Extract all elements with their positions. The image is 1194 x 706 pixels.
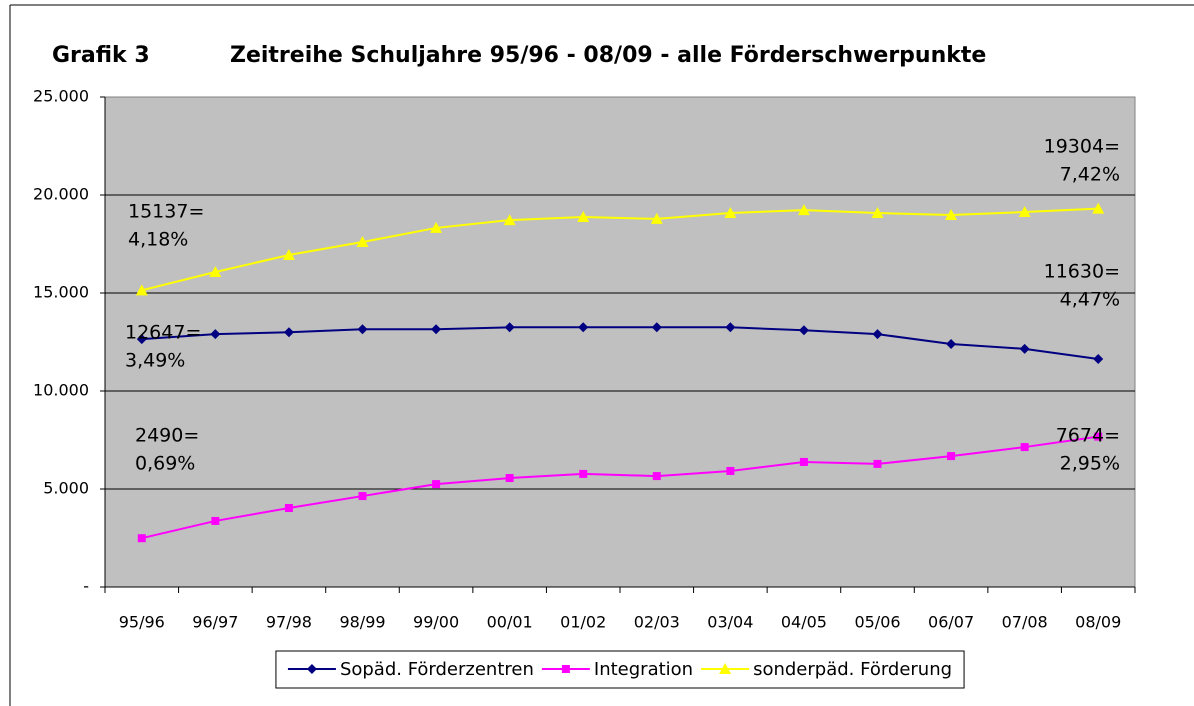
- x-tick-label: 07/08: [1002, 613, 1048, 632]
- annotation: 0,69%: [135, 453, 195, 475]
- chart-title: Zeitreihe Schuljahre 95/96 - 08/09 - all…: [230, 43, 986, 68]
- marker: [561, 665, 570, 673]
- marker: [799, 457, 808, 466]
- x-tick-label: 97/98: [266, 613, 312, 632]
- annotation: 7,42%: [1060, 164, 1120, 186]
- x-tick-label: 01/02: [560, 613, 606, 632]
- marker: [650, 212, 663, 224]
- marker: [873, 459, 882, 468]
- marker: [211, 516, 220, 525]
- marker: [719, 663, 732, 674]
- x-tick-label: 96/97: [192, 613, 238, 632]
- x-tick-label: 08/09: [1075, 613, 1121, 632]
- marker: [579, 469, 588, 478]
- marker: [577, 210, 590, 222]
- legend-label: Sopäd. Förderzentren: [340, 659, 534, 680]
- annotation: 3,49%: [125, 350, 185, 372]
- marker: [284, 504, 293, 513]
- figure-label: Grafik 3: [52, 43, 150, 68]
- series-line: [141, 207, 1099, 292]
- marker: [505, 474, 514, 483]
- x-tick-label: 00/01: [487, 613, 533, 632]
- annotation: 2490=: [135, 425, 199, 447]
- marker: [358, 492, 367, 501]
- annotation: 11630=: [1044, 261, 1120, 283]
- x-tick-label: 99/00: [413, 613, 459, 632]
- marker: [871, 207, 884, 219]
- marker: [578, 322, 589, 333]
- x-tick-label: 95/96: [119, 613, 165, 632]
- annotation: 4,47%: [1060, 289, 1120, 311]
- x-tick-label: 06/07: [928, 613, 974, 632]
- marker: [136, 334, 147, 345]
- marker: [137, 534, 146, 543]
- y-tick-label: 10.000: [33, 381, 89, 400]
- marker: [504, 322, 515, 333]
- marker: [432, 480, 441, 489]
- marker: [1019, 343, 1030, 354]
- x-tick-label: 02/03: [634, 613, 680, 632]
- marker: [306, 664, 317, 674]
- marker: [945, 208, 958, 220]
- series-line: [141, 435, 1099, 540]
- marker: [135, 284, 148, 296]
- marker: [503, 214, 516, 226]
- marker: [947, 452, 956, 461]
- annotation: 7674=: [1056, 425, 1120, 447]
- annotation: 2,95%: [1060, 453, 1120, 475]
- y-tick-label: 15.000: [33, 283, 89, 302]
- marker: [1094, 432, 1103, 441]
- y-tick-label: -: [83, 577, 89, 596]
- y-tick-label: 25.000: [33, 87, 89, 106]
- y-tick-label: 20.000: [33, 185, 89, 204]
- marker: [1018, 206, 1031, 218]
- marker: [798, 325, 809, 336]
- marker: [210, 329, 221, 340]
- legend-label: Integration: [594, 659, 693, 680]
- marker: [1092, 202, 1105, 214]
- marker: [282, 248, 295, 260]
- marker: [209, 266, 222, 278]
- marker: [1020, 443, 1029, 452]
- x-tick-label: 03/04: [707, 613, 753, 632]
- x-tick-label: 98/99: [339, 613, 385, 632]
- annotation: 15137=: [128, 201, 204, 223]
- marker: [797, 204, 810, 216]
- marker: [726, 466, 735, 475]
- marker: [946, 338, 957, 349]
- annotation: 4,18%: [128, 229, 188, 251]
- marker: [356, 236, 369, 248]
- legend: [275, 650, 965, 689]
- marker: [431, 324, 442, 335]
- annotation: 12647=: [125, 322, 201, 344]
- marker: [283, 327, 294, 338]
- marker: [651, 322, 662, 333]
- series-line: [141, 326, 1099, 361]
- x-tick-label: 04/05: [781, 613, 827, 632]
- marker: [725, 322, 736, 333]
- marker: [652, 472, 661, 481]
- marker: [1093, 354, 1104, 365]
- marker: [430, 221, 443, 233]
- x-tick-label: 05/06: [854, 613, 900, 632]
- marker: [357, 324, 368, 335]
- marker: [872, 329, 883, 340]
- annotation: 19304=: [1044, 136, 1120, 158]
- legend-label: sonderpäd. Förderung: [753, 659, 952, 680]
- y-tick-label: 5.000: [43, 479, 89, 498]
- marker: [724, 207, 737, 219]
